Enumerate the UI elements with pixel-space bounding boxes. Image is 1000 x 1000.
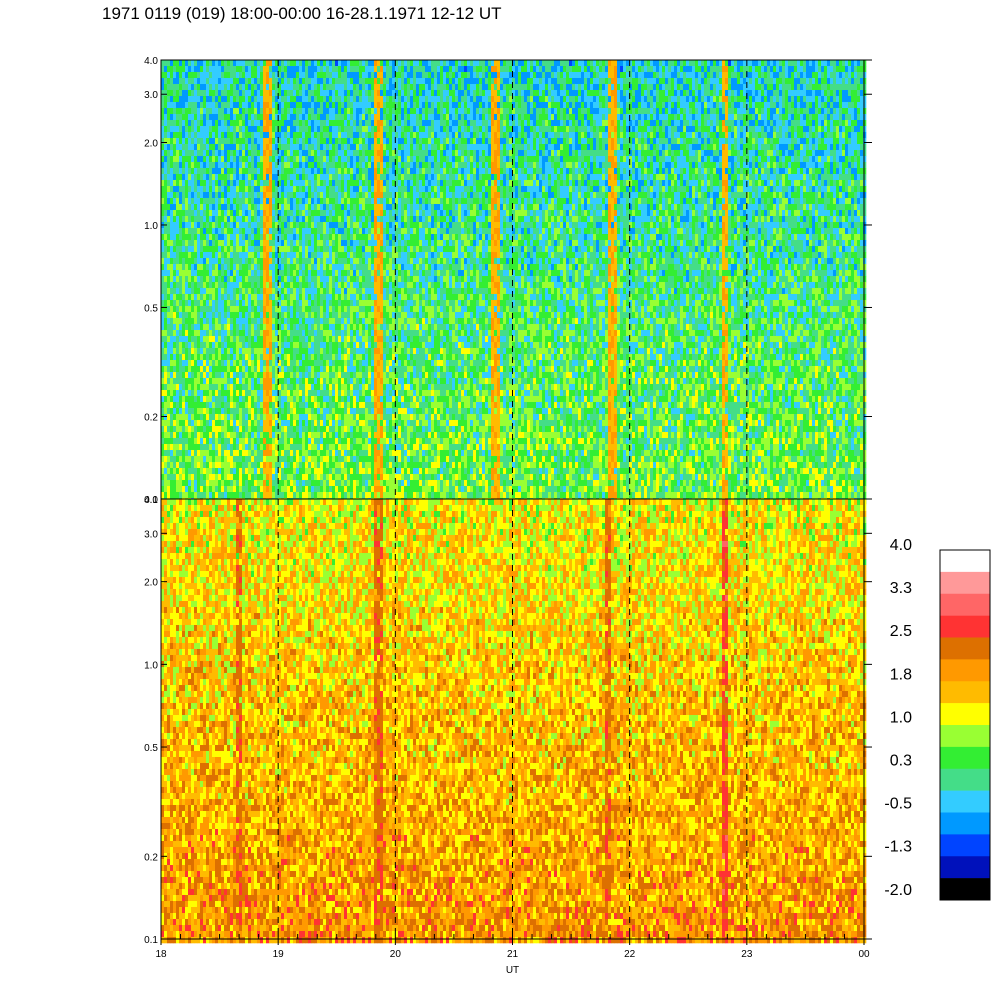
spectrogram-panel-2	[161, 499, 866, 943]
colorbar-swatch	[940, 878, 990, 900]
x-tick-label: 23	[741, 949, 753, 960]
x-tick-label: 00	[858, 949, 870, 960]
colorbar-label: -1.3	[884, 839, 912, 856]
colorbar-swatch	[940, 703, 990, 725]
colorbar-swatch	[940, 856, 990, 878]
x-tick-label: 21	[507, 949, 519, 960]
colorbar-swatch	[940, 834, 990, 856]
colorbar-swatch	[940, 813, 990, 835]
colorbar-label: 2.5	[890, 623, 912, 640]
colorbar-label: 0.3	[890, 752, 912, 769]
colorbar-label: 4.0	[890, 537, 912, 554]
y-tick-label: 0.1	[144, 935, 158, 946]
x-tick-label: 22	[624, 949, 636, 960]
colorbar-swatch	[940, 725, 990, 747]
colorbar-label: -2.0	[884, 882, 912, 899]
y-tick-label: 0.2	[144, 852, 158, 863]
spectrogram-panel-1	[161, 60, 866, 504]
x-axis-label: UT	[506, 965, 519, 976]
colorbar-swatch	[940, 769, 990, 791]
x-tick-label: 18	[155, 949, 167, 960]
colorbar-swatch	[940, 638, 990, 660]
colorbar-swatch	[940, 791, 990, 813]
y-tick-label: 1.0	[144, 221, 158, 232]
x-tick-label: 20	[390, 949, 402, 960]
colorbar-label: -0.5	[884, 796, 912, 813]
colorbar-label: 1.8	[890, 666, 912, 683]
y-tick-label: 1.0	[144, 660, 158, 671]
colorbar-swatch	[940, 572, 990, 594]
colorbar-swatch	[940, 594, 990, 616]
y-tick-label: 4.0	[144, 495, 158, 506]
y-tick-label: 0.5	[144, 303, 158, 314]
colorbar-swatch	[940, 659, 990, 681]
y-tick-label: 3.0	[144, 529, 158, 540]
colorbar-swatch	[940, 616, 990, 638]
x-tick-label: 19	[273, 949, 285, 960]
y-tick-label: 4.0	[144, 56, 158, 67]
y-tick-label: 0.5	[144, 743, 158, 754]
y-tick-label: 2.0	[144, 578, 158, 589]
colorbar-label: 3.3	[890, 580, 912, 597]
colorbar-swatch	[940, 681, 990, 703]
y-tick-label: 0.2	[144, 413, 158, 424]
y-tick-label: 3.0	[144, 90, 158, 101]
colorbar-label: 1.0	[890, 709, 912, 726]
colorbar-swatch	[940, 747, 990, 769]
y-tick-label: 2.0	[144, 138, 158, 149]
colorbar-swatch	[940, 550, 990, 572]
